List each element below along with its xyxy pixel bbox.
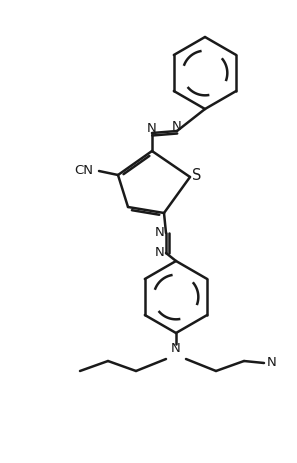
- Text: N: N: [155, 246, 165, 259]
- Text: CN: CN: [75, 164, 94, 177]
- Text: N: N: [155, 226, 165, 239]
- Text: N: N: [171, 343, 181, 356]
- Text: N: N: [267, 357, 277, 369]
- Text: N: N: [147, 121, 157, 134]
- Text: S: S: [192, 169, 202, 183]
- Text: N: N: [172, 119, 182, 132]
